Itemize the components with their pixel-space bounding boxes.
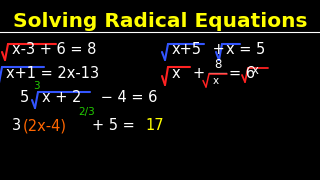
- Text: + 5 =: + 5 =: [92, 118, 135, 134]
- Text: x = 5: x = 5: [226, 42, 265, 57]
- Text: x: x: [172, 66, 180, 80]
- Text: 17: 17: [145, 118, 164, 134]
- Text: +: +: [193, 66, 205, 80]
- Text: +: +: [208, 42, 229, 57]
- Text: 2/3: 2/3: [78, 107, 95, 117]
- Text: = 6: = 6: [229, 66, 255, 80]
- Text: (2x-4): (2x-4): [23, 118, 67, 134]
- Text: x: x: [252, 64, 259, 76]
- Text: − 4 = 6: − 4 = 6: [96, 91, 157, 105]
- Text: 3: 3: [33, 81, 40, 91]
- Text: Solving Radical Equations: Solving Radical Equations: [13, 12, 307, 31]
- Text: x+5: x+5: [172, 42, 202, 57]
- Text: x+1 = 2x-13: x+1 = 2x-13: [6, 66, 99, 80]
- Text: 3: 3: [12, 118, 21, 134]
- Text: x: x: [213, 76, 219, 86]
- Text: x-3 + 6 = 8: x-3 + 6 = 8: [12, 42, 96, 57]
- Text: 5: 5: [20, 91, 29, 105]
- Text: 8: 8: [214, 58, 221, 71]
- Text: x + 2: x + 2: [42, 91, 81, 105]
